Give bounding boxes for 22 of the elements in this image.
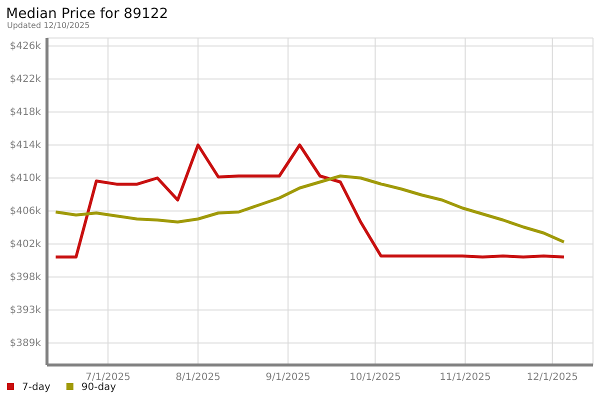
y-tick-label: $389k (10, 338, 42, 350)
y-tick-label: $398k (10, 272, 42, 284)
chart-title: Median Price for 89122 (6, 6, 168, 22)
y-tick-label: $402k (10, 239, 42, 250)
x-tick-label: 10/1/2025 (350, 372, 401, 384)
legend-label: 7-day (22, 382, 50, 393)
legend-label: 90-day (81, 382, 116, 393)
x-tick-label: 8/1/2025 (176, 372, 220, 384)
x-tick-label: 9/1/2025 (266, 372, 311, 384)
y-tick-label: $418k (10, 107, 42, 118)
x-tick-label: 12/1/2025 (526, 372, 578, 384)
y-tick-label: $422k (10, 74, 42, 86)
y-tick-label: $414k (10, 140, 42, 152)
y-tick-label: $393k (10, 305, 42, 316)
line-series (54, 144, 566, 258)
y-tick-label: $410k (10, 173, 42, 184)
y-tick-label: $426k (10, 41, 42, 52)
y-tick-label: $406k (10, 206, 42, 218)
x-tick-label: 7/1/2025 (86, 372, 130, 384)
line-series (54, 174, 566, 244)
x-tick-label: 11/1/2025 (440, 372, 491, 384)
chart-subtitle: Updated 12/10/2025 (7, 21, 90, 30)
